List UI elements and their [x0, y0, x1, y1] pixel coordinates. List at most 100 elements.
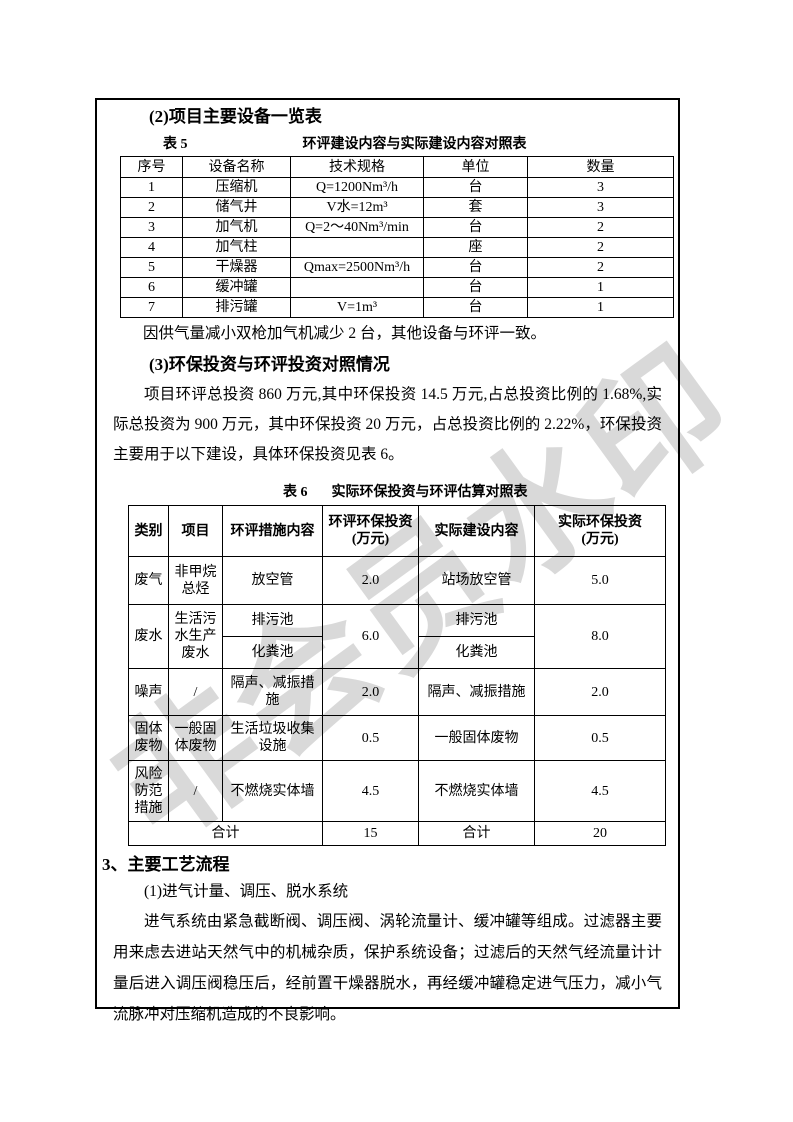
t6-header-cell: 环评措施内容	[222, 505, 323, 557]
t6-cell: 2.0	[322, 556, 419, 605]
t5-cell: 加气机	[182, 217, 291, 238]
table5-title: 环评建设内容与实际建设内容对照表	[302, 137, 527, 152]
t5-cell: 3	[527, 197, 674, 218]
t5-cell: 套	[423, 197, 528, 218]
t5-cell: 4	[120, 237, 183, 258]
table6-investment: 类别 项目 环评措施内容 环评环保投资 (万元) 实际建设内容 实际环保投资 (…	[128, 505, 666, 846]
table5-caption: 表 5 环评建设内容与实际建设内容对照表	[113, 136, 662, 154]
t6-header-cell: 实际建设内容	[418, 505, 535, 557]
t6-cell: 废气	[128, 556, 169, 605]
t5-cell: 台	[423, 217, 528, 238]
t5-cell: 2	[527, 257, 674, 278]
t6-cell-total-actual: 20	[534, 821, 666, 846]
table6-row-water-1: 废水 生活污水生产废水 排污池 6.0 排污池 8.0	[128, 604, 666, 669]
t6-cell: 固体废物	[128, 715, 169, 761]
t6-cell: 6.0	[322, 604, 419, 669]
t5-header-cell: 技术规格	[290, 156, 424, 178]
table5-row: 4 加气柱 座 2	[120, 237, 674, 258]
table5-equipment: 序号 设备名称 技术规格 单位 数量 1 压缩机 Q=1200Nm³/h 台 3…	[120, 156, 674, 318]
t6-header-cell: 类别	[128, 505, 169, 557]
t5-cell: 干燥器	[182, 257, 291, 278]
t6-header-unit: (万元)	[351, 532, 390, 547]
table6-row-noise: 噪声 / 隔声、减振措施 2.0 隔声、减振措施 2.0	[128, 668, 666, 716]
table5-row: 2 储气井 V水=12m³ 套 3	[120, 197, 674, 218]
t5-cell: V水=12m³	[290, 197, 424, 218]
t5-cell: 2	[527, 237, 674, 258]
investment-paragraph: 项目环评总投资 860 万元,其中环保投资 14.5 万元,占总投资比例的 1.…	[113, 386, 662, 463]
table6-label: 表 6	[283, 485, 308, 500]
t6-cell: 放空管	[222, 556, 323, 605]
t5-cell: 座	[423, 237, 528, 258]
t6-header-text: 环评环保投资	[328, 515, 413, 530]
t5-cell: 加气柱	[182, 237, 291, 258]
t5-cell: 台	[423, 257, 528, 278]
t6-cell-total-eia: 15	[322, 821, 419, 846]
heading-equipment-list: (2)项目主要设备一览表	[149, 107, 322, 126]
t6-cell: 5.0	[534, 556, 666, 605]
t6-cell: 4.5	[322, 760, 419, 822]
t6-cell: 化粪池	[222, 636, 323, 669]
t6-cell: 生活垃圾收集设施	[222, 715, 323, 761]
t6-cell-total-actual-label: 合计	[418, 821, 535, 846]
table6-row-solid-waste: 固体废物 一般固体废物 生活垃圾收集设施 0.5 一般固体废物 0.5	[128, 715, 666, 761]
t6-cell: 噪声	[128, 668, 169, 716]
t6-header-unit: (万元)	[581, 532, 619, 547]
t5-cell: 1	[527, 277, 674, 298]
table6-row-gas: 废气 非甲烷总烃 放空管 2.0 站场放空管 5.0	[128, 556, 666, 605]
t6-cell: 隔声、减振措施	[418, 668, 535, 716]
t6-cell: 废水	[128, 604, 169, 669]
t5-cell: 3	[120, 217, 183, 238]
t5-cell: Q=1200Nm³/h	[290, 177, 424, 198]
table6-row-water-2: 化粪池 化粪池	[129, 636, 666, 669]
t5-header-cell: 序号	[120, 156, 183, 178]
t5-cell: 1	[527, 297, 674, 318]
t5-cell: Qmax=2500Nm³/h	[290, 257, 424, 278]
t5-cell: 台	[423, 177, 528, 198]
t5-cell	[290, 277, 424, 298]
t5-cell: 储气井	[182, 197, 291, 218]
table5-row: 1 压缩机 Q=1200Nm³/h 台 3	[120, 177, 674, 198]
t5-cell: 2	[120, 197, 183, 218]
t5-cell: 排污罐	[182, 297, 291, 318]
table6-header-row: 类别 项目 环评措施内容 环评环保投资 (万元) 实际建设内容 实际环保投资 (…	[128, 505, 666, 557]
t6-cell: 站场放空管	[418, 556, 535, 605]
t6-cell: 生活污水生产废水	[168, 604, 223, 669]
t5-cell	[290, 237, 424, 258]
t6-header-cell: 实际环保投资 (万元)	[534, 505, 666, 557]
t6-header-text: 实际环保投资	[558, 515, 642, 530]
t6-cell: 0.5	[322, 715, 419, 761]
t5-header-cell: 数量	[527, 156, 674, 178]
table6-caption: 表 6 实际环保投资与环评估算对照表	[113, 484, 662, 502]
table6-row-risk: 风险防范措施 / 不燃烧实体墙 4.5 不燃烧实体墙 4.5	[128, 760, 666, 822]
t5-cell: 1	[120, 177, 183, 198]
table6-row-total: 合计 15 合计 20	[128, 821, 666, 846]
t6-cell: 不燃烧实体墙	[222, 760, 323, 822]
t5-cell: 5	[120, 257, 183, 278]
t6-cell-total-label: 合计	[128, 821, 323, 846]
t5-cell: 台	[423, 277, 528, 298]
t6-cell: 4.5	[534, 760, 666, 822]
t6-header-cell: 项目	[168, 505, 223, 557]
subheading-intake-system: (1)进气计量、调压、脱水系统	[144, 883, 349, 900]
t6-cell: 8.0	[534, 604, 666, 669]
t5-cell: 台	[423, 297, 528, 318]
t6-cell: 非甲烷总烃	[168, 556, 223, 605]
t6-cell: 化粪池	[418, 636, 535, 669]
table5-row: 3 加气机 Q=2～40Nm³/min 台 2	[120, 217, 674, 238]
process-paragraph: 进气系统由紧急截断阀、调压阀、涡轮流量计、缓冲罐等组成。过滤器主要用来虑去进站天…	[113, 913, 662, 1023]
t5-cell: V=1m³	[290, 297, 424, 318]
table5-row: 5 干燥器 Qmax=2500Nm³/h 台 2	[120, 257, 674, 278]
t6-cell: 风险防范措施	[128, 760, 169, 822]
t6-header-cell: 环评环保投资 (万元)	[322, 505, 419, 557]
t5-cell: 6	[120, 277, 183, 298]
t6-cell: 一般固体废物	[168, 715, 223, 761]
t6-cell: /	[168, 760, 223, 822]
t6-cell: 2.0	[534, 668, 666, 716]
t5-header-cell: 设备名称	[182, 156, 291, 178]
t5-header-cell: 单位	[423, 156, 528, 178]
t6-cell: 0.5	[534, 715, 666, 761]
table5-row: 7 排污罐 V=1m³ 台 1	[120, 297, 674, 318]
heading-investment: (3)环保投资与环评投资对照情况	[149, 355, 390, 374]
heading-process-flow: 3、主要工艺流程	[102, 855, 230, 874]
